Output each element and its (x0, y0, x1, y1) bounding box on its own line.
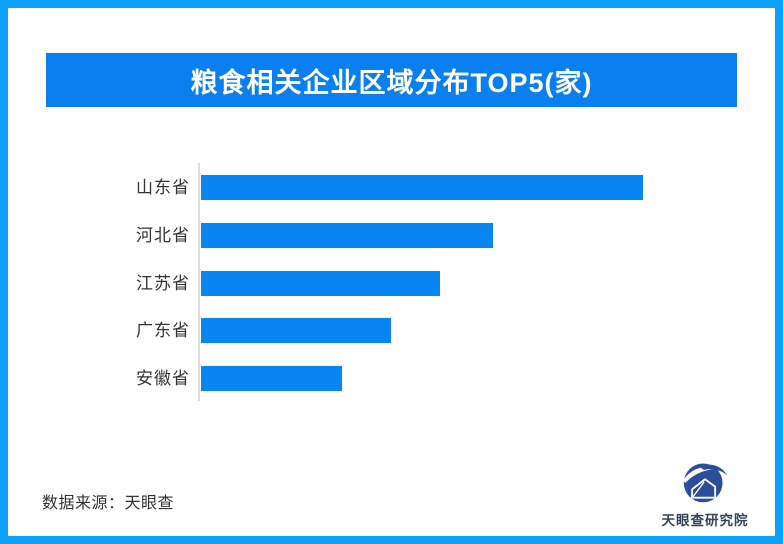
tianyancha-logo: 天眼查研究院 (650, 458, 760, 529)
chart-title: 粮食相关企业区域分布TOP5(家) (190, 67, 593, 98)
bar (201, 271, 440, 296)
tianyancha-logo-icon (682, 463, 728, 503)
bar (201, 175, 643, 200)
category-label: 山东省 (136, 178, 190, 197)
chart-row: 山东省 (60, 175, 643, 200)
chart-row: 广东省 (60, 318, 391, 343)
chart-title-banner: 粮食相关企业区域分布TOP5(家) (46, 53, 737, 107)
chart-row: 江苏省 (60, 271, 440, 296)
chart-row: 安徽省 (60, 366, 342, 391)
logo-text: 天眼查研究院 (661, 513, 749, 528)
category-label: 江苏省 (136, 274, 190, 293)
bar (201, 318, 391, 343)
bar (201, 223, 493, 248)
chart-row: 河北省 (60, 223, 493, 248)
category-label: 广东省 (136, 321, 190, 340)
y-axis-line (198, 163, 200, 401)
data-source-text: 数据来源：天眼查 (42, 495, 175, 512)
category-label: 安徽省 (136, 369, 190, 388)
bar (201, 366, 342, 391)
category-label: 河北省 (136, 226, 190, 245)
